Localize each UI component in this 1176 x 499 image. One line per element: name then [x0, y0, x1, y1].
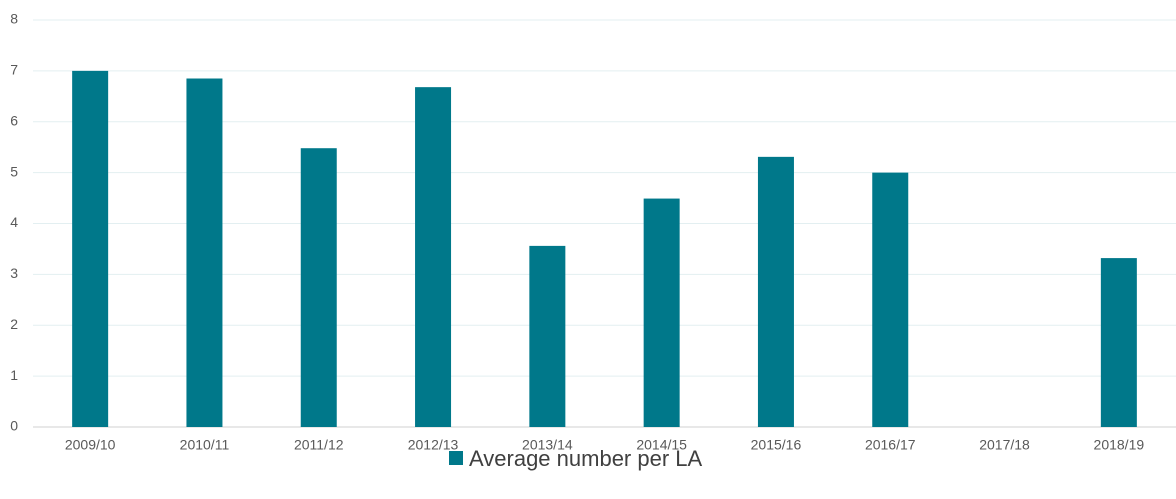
y-tick-label: 2 [10, 316, 18, 332]
y-tick-label: 1 [10, 367, 18, 383]
x-tick-label: 2014/15 [636, 437, 687, 453]
bar [415, 87, 452, 427]
x-tick-label: 2009/10 [65, 437, 116, 453]
bar [72, 70, 109, 427]
x-tick-label: 2017/18 [979, 437, 1030, 453]
y-tick-label: 3 [10, 265, 18, 281]
y-tick-label: 8 [10, 11, 18, 27]
y-tick-label: 5 [10, 163, 18, 179]
bar [186, 78, 223, 427]
bar [1100, 258, 1137, 427]
x-tick-label: 2018/19 [1094, 437, 1145, 453]
x-tick-label: 2010/11 [180, 437, 230, 453]
x-tick-label: 2015/16 [751, 437, 802, 453]
legend-text: Average number per LA [469, 446, 703, 471]
bar [757, 156, 794, 427]
bar [529, 245, 566, 427]
y-tick-label: 4 [10, 214, 18, 230]
x-tick-label: 2012/13 [408, 437, 459, 453]
bar [872, 172, 909, 427]
bar [300, 148, 337, 427]
x-tick-label: 2013/14 [522, 437, 573, 453]
y-tick-label: 6 [10, 112, 18, 128]
bar [643, 198, 680, 427]
x-tick-label: 2016/17 [865, 437, 916, 453]
legend-swatch [449, 451, 463, 465]
x-tick-label: 2011/12 [294, 437, 344, 453]
y-tick-label: 0 [10, 418, 18, 434]
y-tick-label: 7 [10, 62, 18, 78]
